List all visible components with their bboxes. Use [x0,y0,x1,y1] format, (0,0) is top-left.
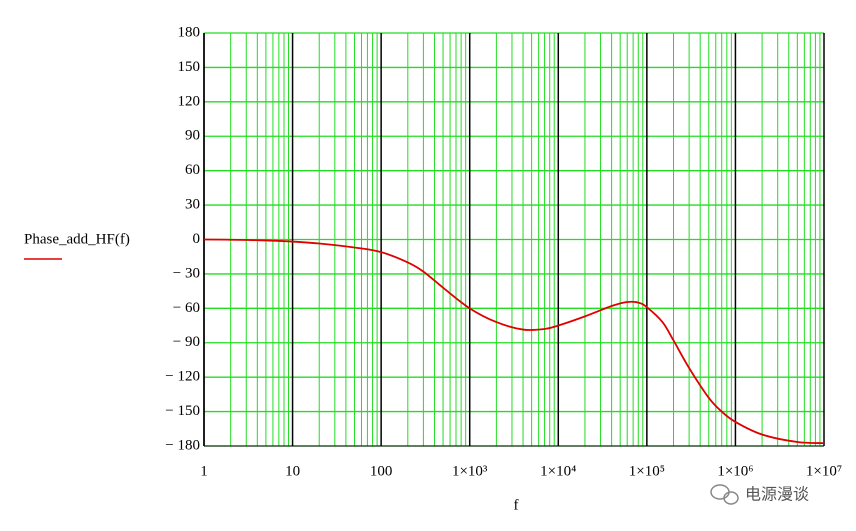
x-tick-label: 1×10⁴ [540,463,576,479]
y-tick-label: 180 [178,24,201,40]
y-tick-label: − 90 [173,334,200,350]
x-tick-label: 1×10⁵ [629,463,665,479]
y-tick-label: 0 [193,231,201,247]
x-tick-label: 1 [200,463,208,479]
x-tick-label: 1×10⁶ [717,463,753,479]
y-tick-label: − 60 [173,300,200,316]
y-tick-label: 150 [178,59,201,75]
x-axis-label: f [514,497,519,513]
grid [203,32,825,447]
y-tick-label: 90 [185,128,200,144]
watermark-icon [710,484,739,505]
x-tick-label: 1×10³ [452,463,488,479]
y-tick-label: − 30 [173,265,200,281]
y-tick-label: − 150 [165,403,200,419]
watermark: 电源漫谈 [745,485,809,504]
series-line [203,238,825,445]
y-tick-label: 120 [178,93,201,109]
y-tick-label: − 120 [165,369,200,385]
y-tick-label: 30 [185,197,200,213]
legend-label: Phase_add_HF(f) [24,231,130,247]
x-tick-label: 1×10⁷ [806,463,842,479]
y-tick-label: − 180 [165,437,200,453]
y-tick-label: 60 [185,162,200,178]
x-tick-label: 100 [370,463,393,479]
x-tick-label: 10 [285,463,300,479]
